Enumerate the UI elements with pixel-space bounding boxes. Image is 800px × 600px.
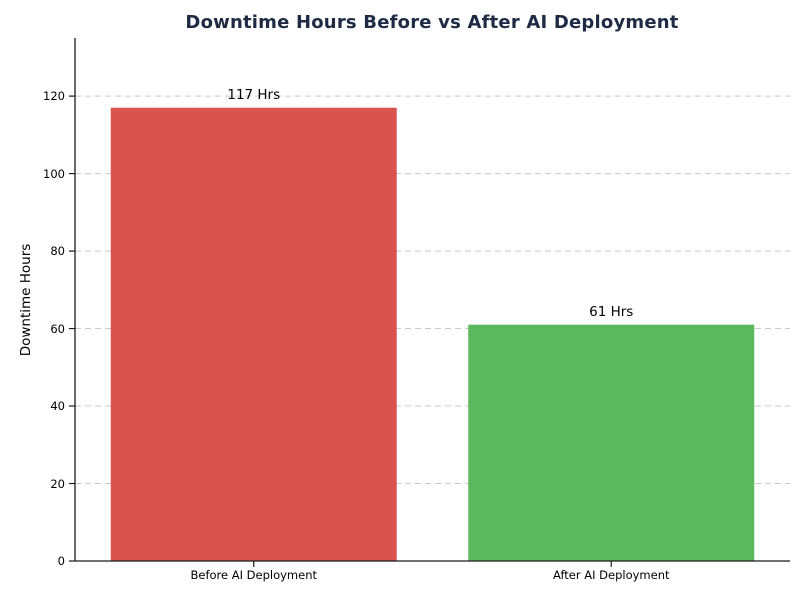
y-axis-label: Downtime Hours — [18, 243, 34, 357]
y-tick-label: 80 — [50, 244, 65, 259]
y-tick-label: 60 — [50, 321, 65, 336]
bar-1 — [468, 324, 755, 561]
bar-0 — [110, 107, 397, 561]
y-tick-label: 0 — [57, 554, 65, 568]
bar-value-label-after: 61 Hrs — [589, 303, 634, 320]
y-tick-label: 100 — [43, 166, 65, 181]
chart-title: Downtime Hours Before vs After AI Deploy… — [185, 12, 679, 33]
y-tick-label: 40 — [50, 399, 65, 414]
x-tick-label-before: Before AI Deployment — [190, 568, 318, 582]
x-tick-label-after: After AI Deployment — [552, 568, 670, 582]
y-tick-label: 120 — [43, 89, 65, 104]
y-tick-label: 20 — [50, 476, 65, 491]
bar-value-label-before: 117 Hrs — [227, 86, 281, 103]
